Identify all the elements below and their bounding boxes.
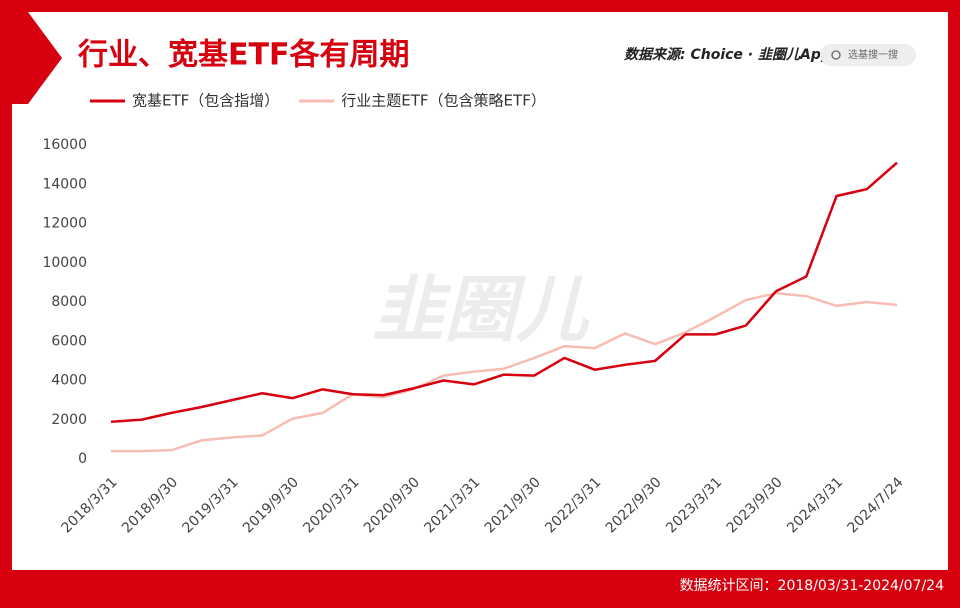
y-tick-label: 16000 <box>42 137 87 153</box>
y-tick-label: 2000 <box>51 412 87 428</box>
search-icon <box>831 50 841 60</box>
y-tick-label: 0 <box>78 451 87 467</box>
panel <box>12 12 948 570</box>
chart-title: 行业、宽基ETF各有周期 <box>77 38 409 73</box>
y-tick-label: 10000 <box>42 255 87 271</box>
y-tick-label: 12000 <box>42 216 87 232</box>
y-tick-label: 4000 <box>51 373 87 389</box>
legend-label: 行业主题ETF（包含策略ETF） <box>341 92 546 110</box>
legend-label: 宽基ETF（包含指增） <box>132 92 279 110</box>
y-tick-label: 6000 <box>51 333 87 349</box>
search-placeholder: 选基搜一搜 <box>848 48 898 61</box>
y-tick-label: 8000 <box>51 294 87 310</box>
series-line <box>111 291 898 453</box>
series-line <box>110 161 898 423</box>
source: 数据来源: Choice · 韭圈儿App <box>624 46 831 63</box>
corner-mark <box>12 12 62 104</box>
footer-note: 数据统计区间：2018/03/31-2024/07/24 <box>680 578 945 594</box>
search-box[interactable] <box>820 44 916 66</box>
watermark: 韭圈儿 <box>372 268 591 352</box>
y-tick-label: 14000 <box>42 176 87 192</box>
